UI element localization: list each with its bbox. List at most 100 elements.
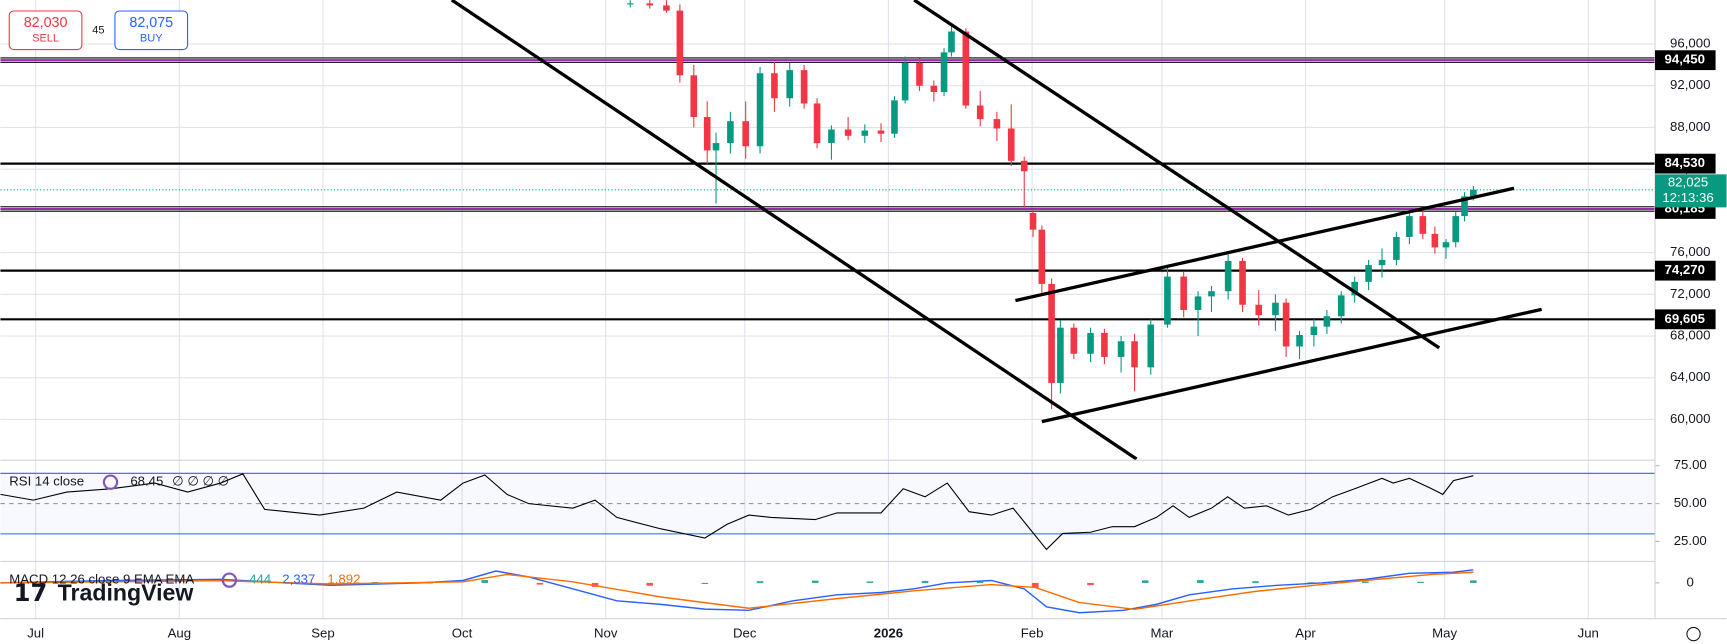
candle-body [703,117,711,151]
candle-body [712,143,720,151]
macd-histogram-bar [921,580,929,583]
candle-body [1101,332,1108,357]
candle-body [1007,128,1015,161]
y-tick-label: 75.00 [1674,457,1707,472]
macd-histogram-bar [1141,580,1149,583]
buy-button[interactable] [114,10,189,51]
candle-body [861,130,869,136]
candle-body [1224,260,1232,292]
macd-histogram-bar [1252,581,1259,583]
logo: 𝟭𝟳 TradingView [14,580,195,607]
candle-body [663,5,670,11]
x-tick-label: Aug [168,626,192,641]
candle-body [1337,295,1345,317]
macd-histogram-bar [1032,582,1039,588]
candle-body [962,31,970,106]
x-tick-label: Jun [1578,626,1599,641]
y-tick-label: 92,000 [1670,77,1710,92]
spread: 45 [92,25,104,37]
trend-line [450,0,1138,461]
candle-body [993,119,1001,129]
level-label: 74,270 [1665,262,1705,277]
candle-body [1164,276,1171,325]
candle-body [828,129,835,144]
candle-body [676,10,684,76]
indicator-title: RSI 14 close [9,474,84,489]
candle-body [901,62,909,101]
candle-body [1087,332,1094,354]
candle-body [1323,316,1331,327]
trend-lines [450,0,1542,461]
candle-body [1131,341,1138,368]
candle-body [813,103,821,144]
candle-body [1452,216,1460,243]
candle-body [1180,276,1187,310]
candle-body [976,105,984,120]
candle-body [786,70,794,99]
trend-line [1015,186,1515,303]
candle-body [1070,327,1078,354]
candle-body [844,129,852,136]
level-tag [1655,50,1716,71]
candle-body [930,85,938,92]
candle-body [1147,324,1155,368]
candle-body [742,121,749,147]
settings-icon[interactable] [1686,626,1701,642]
trend-line [1041,307,1542,424]
macd-histogram-bar [1197,580,1204,583]
candle-body [1461,196,1468,217]
x-tick-label: Jul [27,626,44,641]
candle-body [1029,212,1037,230]
level-label: 69,605 [1665,311,1705,326]
candle-body [1194,296,1202,310]
candle-body [626,3,634,5]
candle-body [948,31,955,53]
candle-body [1282,302,1290,347]
indicator-title: MACD 12 26 close 9 EMA EMA [9,572,194,587]
macd-line [0,571,1474,611]
macd-line [0,569,1474,614]
x-tick-label: Oct [452,626,473,641]
sell-button[interactable] [8,10,83,51]
x-tick-label: Mar [1151,626,1174,641]
y-tick-label: 96,000 [1670,35,1710,50]
y-tick-label: 72,000 [1670,286,1710,301]
last-price-tag [1655,174,1727,208]
macd-histogram-bar [811,580,819,583]
x-tick-label: Nov [594,626,618,641]
candle-body [1239,260,1246,305]
countdown: 12:13:36 [1662,190,1713,205]
settings-icon[interactable] [221,572,238,588]
candle-body [1351,281,1358,296]
macd-histogram-bar [646,582,654,586]
candle-body [1378,259,1386,266]
y-tick-label: 68,000 [1670,328,1710,343]
candle-body [916,62,923,86]
candle-body [1048,283,1055,383]
logo-mark: 𝟭𝟳 [14,580,48,607]
candle-body [1272,302,1279,316]
candle-body [1393,236,1400,260]
macd-histogram-bar [1087,582,1094,586]
candle-body [771,73,778,99]
settings-icon[interactable] [102,474,119,490]
sell-label: SELL [32,32,59,44]
last-price-label: 82,025 [1668,175,1708,190]
candle-body [1406,216,1413,237]
candle-body [1310,326,1318,336]
x-tick-label: Dec [733,626,757,641]
macd-histogram-bar [591,582,599,587]
level-tag [1655,309,1716,330]
logo-text: TradingView [58,580,195,606]
level-label: 94,450 [1665,52,1705,67]
macd-histogram-bar [1362,581,1369,583]
macd-histogram-bar [866,581,874,583]
candle-body [940,52,948,92]
candle-body [1365,265,1372,282]
y-tick-label: 25.00 [1674,533,1707,548]
rsi-readout: 68.45 [130,474,163,489]
candle-body [800,70,808,104]
candle-body [646,3,654,6]
macd-histogram-bar [976,581,984,583]
